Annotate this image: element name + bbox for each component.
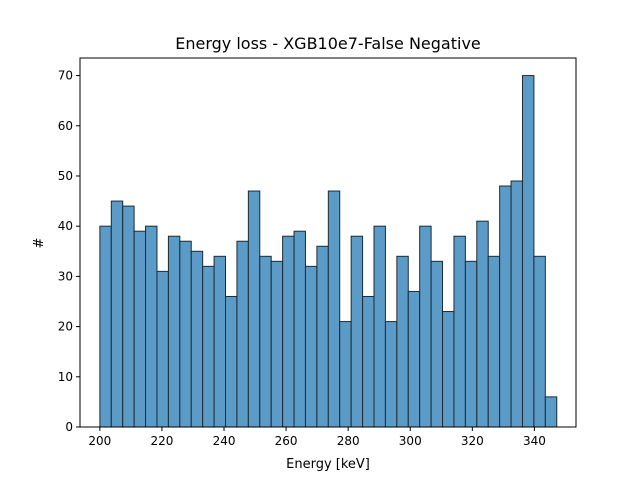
y-axis-label: #: [32, 238, 47, 249]
x-tick-label: 200: [88, 434, 111, 448]
histogram-bar: [464, 260, 478, 428]
histogram-bar: [282, 235, 295, 428]
histogram-bar: [122, 205, 135, 428]
histogram-bar: [487, 255, 501, 428]
histogram-bar: [99, 225, 112, 428]
histogram-bar: [327, 190, 341, 428]
chart-title: Energy loss - XGB10e7-False Negative: [175, 34, 481, 53]
histogram-bar: [259, 255, 272, 428]
x-tick-label: 260: [275, 434, 298, 448]
y-tick-label: 70: [58, 69, 73, 83]
histogram-bar: [533, 255, 546, 428]
histogram-bar: [442, 311, 455, 428]
histogram-bar: [419, 225, 432, 428]
histogram-bar: [544, 396, 558, 428]
y-tick-label: 0: [65, 420, 73, 434]
histogram-bar: [476, 220, 489, 428]
histogram-bar: [521, 75, 535, 428]
histogram-bar: [167, 235, 181, 428]
histogram-bar: [270, 260, 284, 428]
histogram-bar: [110, 200, 124, 428]
histogram-bar: [316, 245, 329, 428]
histogram-bar: [407, 290, 421, 428]
x-axis-label: Energy [keV]: [286, 457, 370, 472]
histogram-bar: [362, 295, 375, 428]
x-tick-label: 220: [150, 434, 173, 448]
x-tick-label: 240: [213, 434, 236, 448]
histogram-bar: [225, 295, 238, 428]
histogram-bar: [430, 260, 444, 428]
plot-frame: [79, 57, 577, 428]
histogram-bar: [350, 235, 364, 428]
histogram-bar: [213, 255, 227, 428]
histogram-bar: [373, 225, 386, 428]
x-tick-label: 320: [461, 434, 484, 448]
y-tick-label: 60: [58, 119, 73, 133]
histogram-bar: [304, 265, 318, 428]
histogram-bar: [179, 240, 192, 428]
histogram-bar: [499, 185, 512, 428]
histogram-bar: [133, 230, 147, 428]
y-tick-label: 30: [58, 269, 73, 283]
y-tick-label: 20: [58, 320, 73, 334]
histogram-bar: [396, 255, 409, 428]
histogram-bar: [247, 190, 261, 428]
histogram-bar: [145, 225, 158, 428]
histogram-bar: [156, 270, 169, 428]
histogram-bar: [190, 250, 204, 428]
histogram-bar: [293, 230, 306, 428]
y-axis-ticks: 0 10 20 30 40 50 60 70: [58, 69, 80, 434]
y-tick-label: 10: [58, 370, 73, 384]
x-tick-label: 280: [337, 434, 360, 448]
x-tick-label: 300: [399, 434, 422, 448]
y-tick-label: 40: [58, 219, 73, 233]
histogram-bar: [510, 180, 523, 428]
histogram-bar: [202, 265, 215, 428]
histogram-bar: [236, 240, 249, 428]
y-tick-label: 50: [58, 169, 73, 183]
histogram-bar: [453, 235, 466, 428]
x-tick-label: 340: [523, 434, 546, 448]
histogram-bar: [384, 321, 398, 428]
x-axis-ticks: 200 220 240 260 280 300 320 340: [88, 427, 546, 448]
histogram-bar: [339, 321, 352, 428]
